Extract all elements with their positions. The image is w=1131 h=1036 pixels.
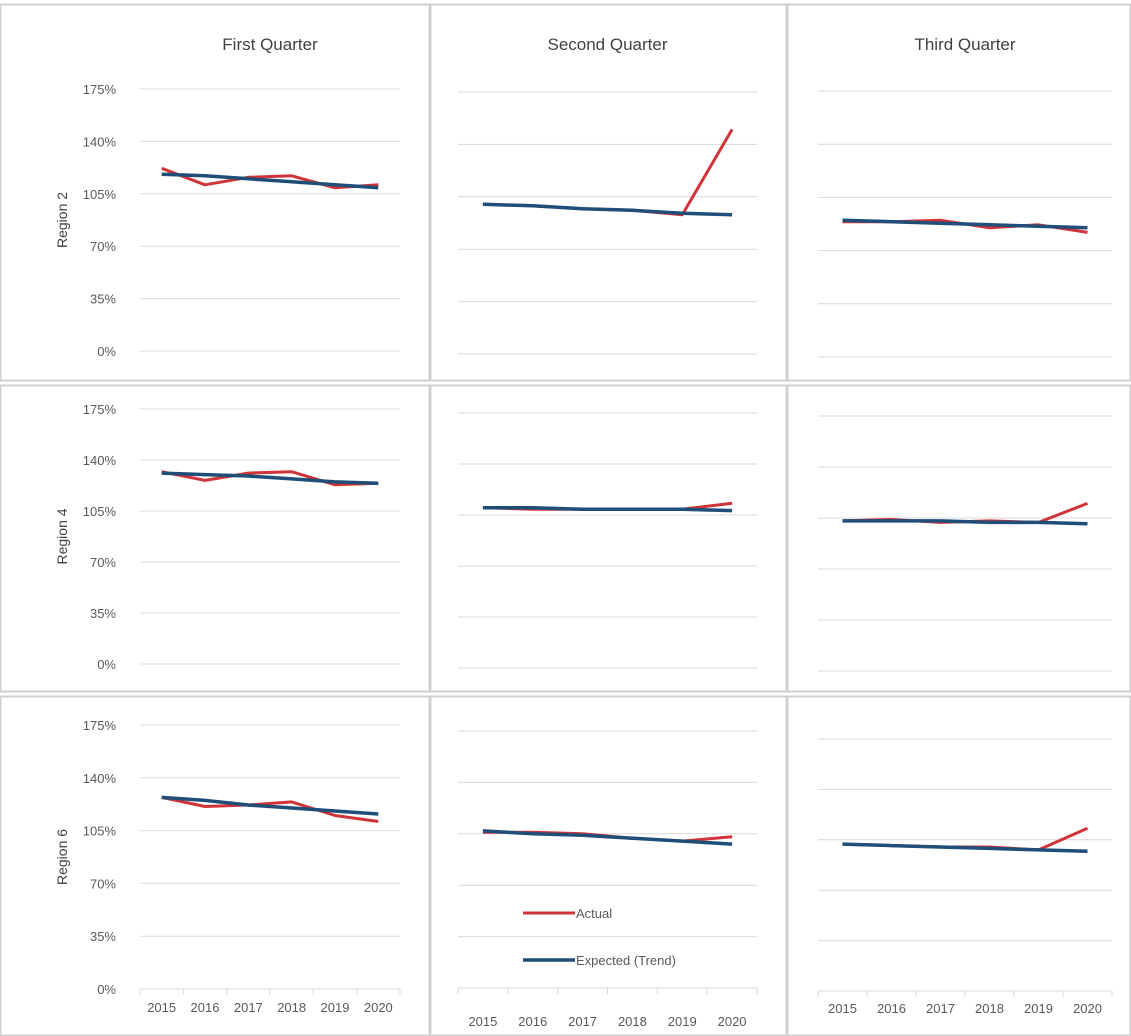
y-tick-label: 0% — [97, 982, 116, 997]
x-tick-label: 2019 — [321, 1000, 350, 1015]
series-line-expected — [161, 471, 379, 486]
x-tick-label: 2017 — [926, 1001, 955, 1016]
y-tick-label: 175% — [83, 718, 117, 733]
column-titles: First Quarter Second Quarter Third Quarter — [222, 35, 1016, 54]
panel-region-2-third-quarter — [818, 90, 1112, 358]
x-tick-label: 2020 — [364, 1000, 393, 1015]
panels: 175% 140% 105% 70% 35% 0% 175% 140% 105% 70% 35% 0%… — [83, 82, 1113, 1029]
panel-border — [786, 384, 1131, 693]
panel-region-6-second-quarter: 2015 2016 2017 2018 2019 2020 — [457, 730, 758, 1029]
row-label: Region 2 — [54, 192, 70, 248]
series-line-expected — [161, 172, 379, 190]
x-tick-label: 2018 — [975, 1001, 1004, 1016]
panel-region-4-first-quarter: 175% 140% 105% 70% 35% 0% — [83, 402, 400, 672]
panel-border — [429, 3, 788, 382]
x-tick-label: 2018 — [277, 1000, 306, 1015]
series-line-actual — [161, 166, 379, 190]
y-tick-label: 70% — [90, 239, 116, 254]
panel-border — [786, 3, 1131, 382]
panel-region-6-first-quarter: 175% 140% 105% 70% 35% 0% 2015 2016 2017 2018 2019… — [83, 718, 401, 1015]
column-title: Second Quarter — [547, 35, 667, 54]
y-tick-label: 105% — [83, 504, 117, 519]
panel-region-2-first-quarter: 175% 140% 105% 70% 35% 0% — [83, 82, 400, 359]
panel-region-4-second-quarter — [458, 412, 757, 669]
y-tick-label: 105% — [83, 187, 117, 202]
series-line-expected — [161, 795, 379, 816]
series-line-actual — [482, 128, 734, 217]
series-line-expected — [842, 519, 1088, 526]
x-tick-label: 2015 — [468, 1014, 497, 1029]
series-line-expected — [482, 505, 733, 513]
x-tick-label: 2016 — [877, 1001, 906, 1016]
y-tick-label: 140% — [83, 453, 117, 468]
series-line-expected — [842, 842, 1088, 854]
y-tick-label: 140% — [83, 134, 117, 149]
x-tick-label: 2020 — [718, 1014, 747, 1029]
y-tick-label: 35% — [90, 292, 116, 307]
row-label: Region 6 — [54, 829, 70, 885]
y-tick-label: 70% — [90, 876, 116, 891]
series-line-expected — [482, 829, 733, 846]
panel-region-4-third-quarter — [818, 415, 1112, 672]
column-title: First Quarter — [222, 35, 318, 54]
y-tick-label: 0% — [97, 657, 116, 672]
x-tick-label: 2015 — [828, 1001, 857, 1016]
x-tick-label: 2016 — [191, 1000, 220, 1015]
y-tick-label: 35% — [90, 929, 116, 944]
y-tick-label: 0% — [97, 344, 116, 359]
legend: Actual Expected (Trend) — [523, 906, 676, 968]
series-line-actual — [161, 795, 379, 823]
series-line-expected — [482, 202, 733, 217]
x-tick-label: 2017 — [568, 1014, 597, 1029]
column-title: Third Quarter — [914, 35, 1015, 54]
legend-label: Actual — [576, 906, 612, 921]
y-tick-label: 140% — [83, 771, 117, 786]
y-tick-label: 175% — [83, 82, 117, 97]
series-line-actual — [161, 470, 379, 487]
y-tick-label: 70% — [90, 555, 116, 570]
x-tick-label: 2019 — [668, 1014, 697, 1029]
x-tick-label: 2020 — [1073, 1001, 1102, 1016]
panel-border — [429, 695, 788, 1036]
row-label: Region 4 — [54, 508, 70, 564]
x-tick-label: 2018 — [618, 1014, 647, 1029]
x-tick-label: 2017 — [234, 1000, 263, 1015]
panel-border — [429, 384, 788, 693]
x-tick-label: 2015 — [147, 1000, 176, 1015]
panel-region-2-second-quarter — [458, 91, 757, 355]
series-line-expected — [842, 218, 1088, 230]
panel-region-6-third-quarter: 2015 2016 2017 2018 2019 2020 — [817, 738, 1113, 1016]
y-tick-label: 175% — [83, 402, 117, 417]
row-labels: Region 2 Region 4 Region 6 — [54, 192, 70, 885]
legend-label: Expected (Trend) — [576, 953, 676, 968]
x-tick-label: 2019 — [1024, 1001, 1053, 1016]
y-tick-label: 105% — [83, 824, 117, 839]
panel-border — [786, 695, 1131, 1036]
x-tick-label: 2016 — [518, 1014, 547, 1029]
y-tick-label: 35% — [90, 606, 116, 621]
